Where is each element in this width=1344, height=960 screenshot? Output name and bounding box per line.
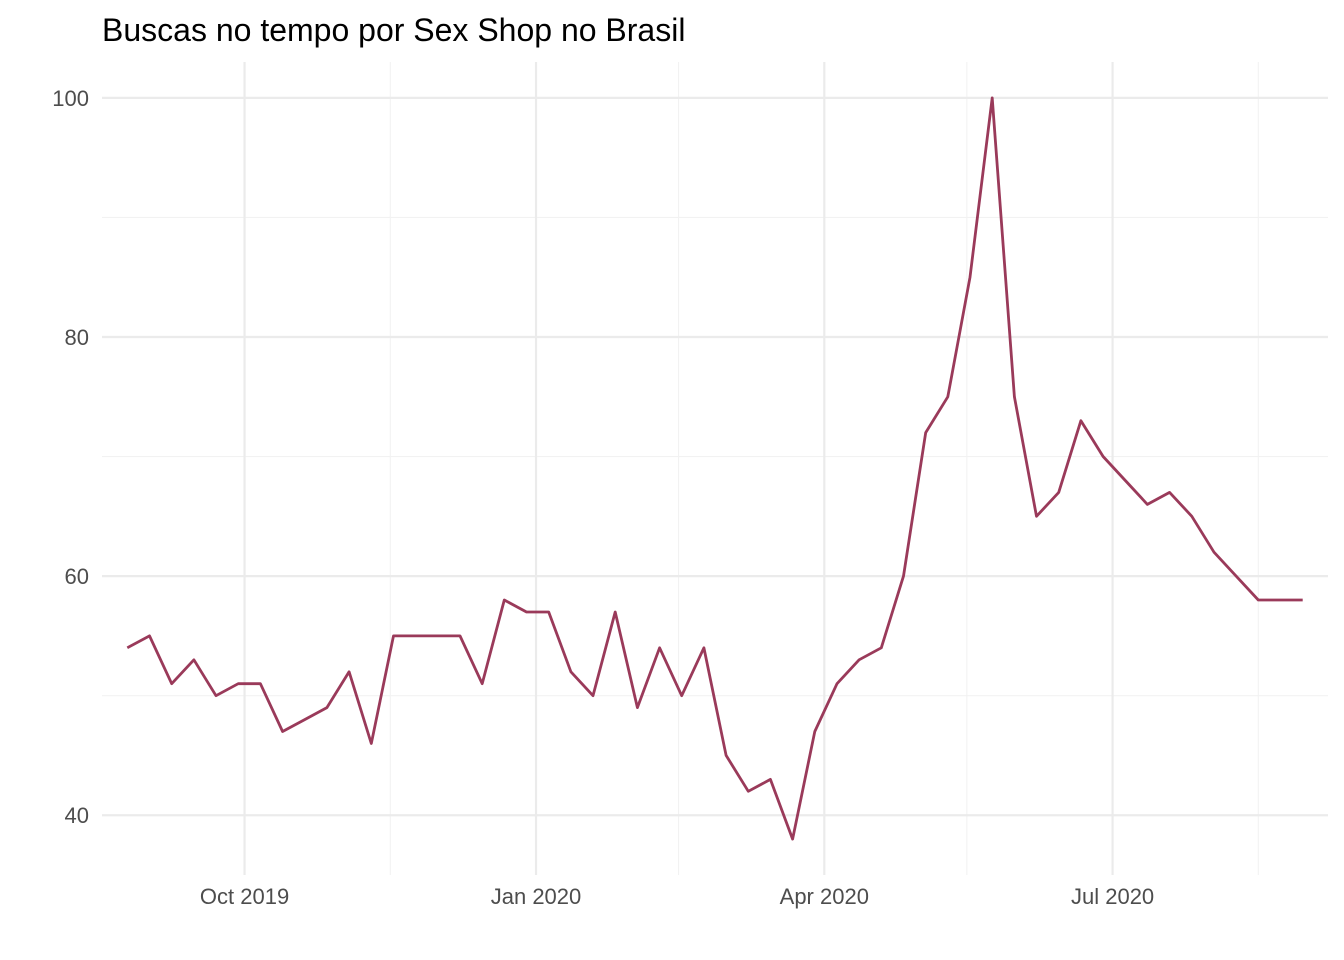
y-tick-label: 100 (52, 86, 89, 111)
y-axis-tick-labels: 40 60 80 100 (52, 86, 89, 828)
x-tick-label: Apr 2020 (780, 884, 869, 909)
major-gridlines (102, 62, 1328, 875)
y-tick-label: 80 (65, 325, 89, 350)
y-tick-label: 40 (65, 803, 89, 828)
series-layer (126, 96, 1303, 841)
x-axis-tick-labels: Oct 2019 Jan 2020 Apr 2020 Jul 2020 (200, 884, 1154, 909)
chart-title: Buscas no tempo por Sex Shop no Brasil (102, 12, 685, 48)
y-tick-label: 60 (65, 564, 89, 589)
x-tick-label: Jul 2020 (1071, 884, 1154, 909)
series-line (126, 96, 1303, 841)
minor-gridlines (102, 62, 1328, 875)
x-tick-label: Oct 2019 (200, 884, 289, 909)
x-tick-label: Jan 2020 (491, 884, 582, 909)
